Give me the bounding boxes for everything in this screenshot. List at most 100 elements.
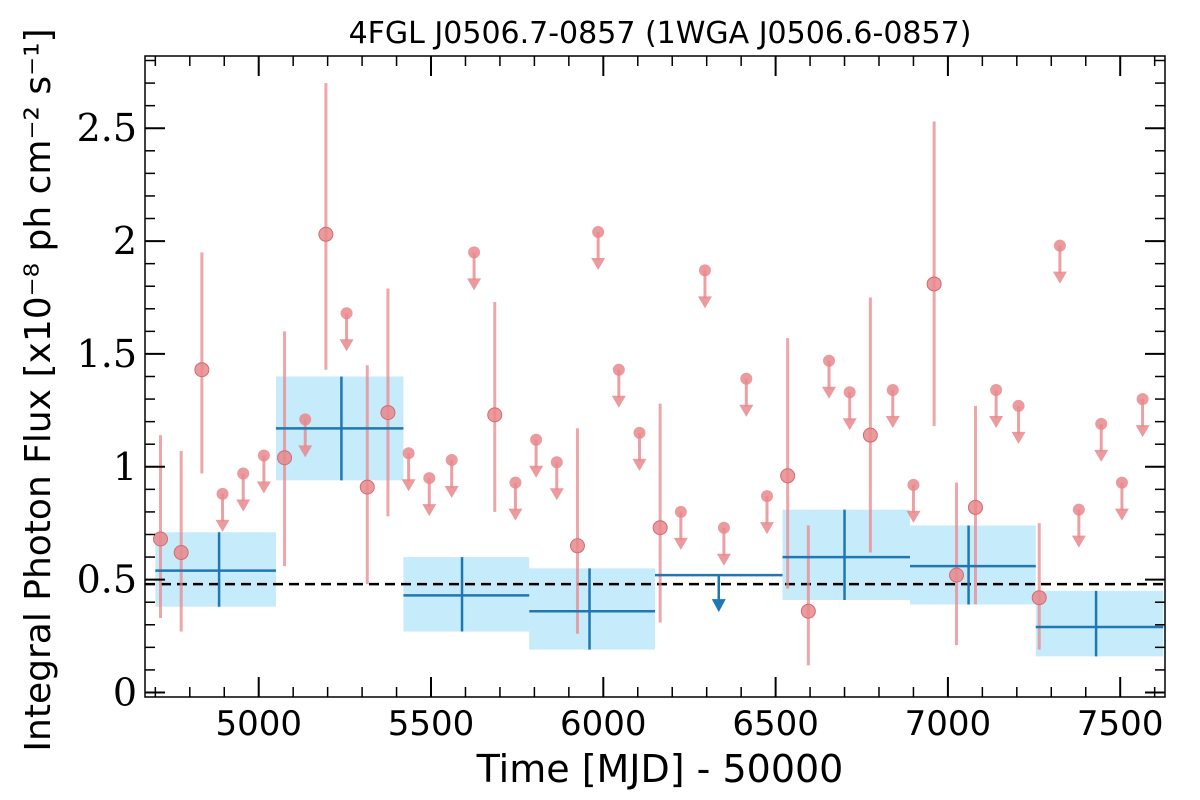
short-bin-upper-limit-arrow <box>1135 425 1150 438</box>
short-bin-upper-limit-arrow <box>215 519 230 532</box>
short-bin-upper-limit-point <box>402 447 415 460</box>
short-bin-upper-limit-arrow <box>759 522 774 535</box>
short-bin-upper-limit-arrow <box>591 258 606 271</box>
short-bin-point <box>173 545 189 561</box>
short-bin-point <box>277 450 293 466</box>
y-axis-label: Integral Photon Flux [x10⁻⁸ ph cm⁻² s⁻¹] <box>18 28 59 751</box>
short-bin-upper-limit-arrow <box>1011 431 1026 444</box>
short-bin-point <box>862 427 878 443</box>
short-bin-upper-limit-point <box>1115 476 1128 489</box>
short-bin-point <box>318 226 334 242</box>
short-bin-upper-limit-arrow <box>1071 535 1086 548</box>
short-bin-upper-limit-point <box>907 478 920 491</box>
short-bin-upper-limit-arrow <box>401 479 416 492</box>
x-tick-label: 5500 <box>388 704 475 744</box>
short-bin-upper-limit-arrow <box>906 510 921 523</box>
short-bin-upper-limit-point <box>1072 503 1085 516</box>
short-bin-upper-limit-arrow <box>339 339 354 352</box>
short-bin-upper-limit-arrow <box>697 296 712 309</box>
long-bin-error-band <box>782 509 910 600</box>
short-bin-point <box>926 276 942 292</box>
short-bin-upper-limit-point <box>423 472 436 485</box>
short-bin-upper-limit-point <box>633 426 646 439</box>
short-bin-upper-limit-point <box>823 354 836 367</box>
long-bin-error-band <box>529 568 655 650</box>
short-bin-point <box>967 499 983 515</box>
long-bin-upper-limit-arrow <box>711 599 726 613</box>
short-bin-upper-limit-point <box>1136 393 1149 406</box>
short-bin-upper-limit-arrow <box>467 278 482 291</box>
short-bin-upper-limit-point <box>698 264 711 277</box>
x-tick-label: 5000 <box>215 704 302 744</box>
short-bin-upper-limit-point <box>257 449 270 462</box>
short-bin-upper-limit-point <box>674 505 687 518</box>
short-bin-upper-limit-arrow <box>673 537 688 550</box>
short-bin-upper-limit-arrow <box>822 386 837 399</box>
short-bin-point <box>359 479 375 495</box>
short-bin-point <box>780 468 796 484</box>
short-bin-upper-limit-point <box>216 487 229 500</box>
short-bin-upper-limit-arrow <box>256 481 271 494</box>
short-bin-upper-limit-point <box>717 521 730 534</box>
short-bin-upper-limit-point <box>509 476 522 489</box>
plot-area: 0 0.5 1 1.5 2 2.5 5000 5500 6000 6500 7000 7500 <box>77 55 1166 744</box>
x-tick-label: 6000 <box>560 704 647 744</box>
short-bin-upper-limit-arrow <box>739 404 754 417</box>
y-tick-label: 1.5 <box>77 332 137 376</box>
short-bin-point <box>569 538 585 554</box>
short-bin-upper-limit-arrow <box>444 486 459 499</box>
short-bin-upper-limit-point <box>1095 417 1108 430</box>
short-bin-upper-limit-point <box>1053 239 1066 252</box>
short-bin-upper-limit-point <box>990 384 1003 397</box>
short-bin-point <box>153 531 169 547</box>
short-bin-point <box>1031 590 1047 606</box>
short-bin-upper-limit-point <box>843 386 856 399</box>
short-bin-point <box>194 362 210 378</box>
short-bin-upper-limit-point <box>550 456 563 469</box>
x-tick-label: 6500 <box>732 704 819 744</box>
chart-title: 4FGL J0506.7-0857 (1WGA J0506.6-0857) <box>349 16 972 51</box>
short-bin-upper-limit-point <box>592 226 605 239</box>
short-bin-point <box>949 567 965 583</box>
long-bin-error-band <box>1035 590 1164 657</box>
short-bin-upper-limit-arrow <box>1052 271 1067 284</box>
short-bin-upper-limit-arrow <box>1094 449 1109 462</box>
short-bin-upper-limit-point <box>340 307 353 320</box>
short-bin-upper-limit-point <box>740 372 753 385</box>
short-bin-point <box>652 520 668 536</box>
short-bin-upper-limit-point <box>299 413 312 426</box>
short-bin-upper-limit-arrow <box>989 416 1004 429</box>
short-bin-point <box>800 603 816 619</box>
short-bin-upper-limit-arrow <box>298 445 313 458</box>
short-bin-upper-limit-arrow <box>716 553 731 566</box>
y-tick-label: 2 <box>113 219 137 263</box>
short-bin-point <box>380 405 396 421</box>
short-bin-upper-limit-arrow <box>611 395 626 408</box>
y-tick-label: 2.5 <box>77 106 137 150</box>
y-tick-label: 1 <box>113 445 137 489</box>
short-bin-upper-limit-arrow <box>1114 508 1129 521</box>
short-bin-upper-limit-point <box>1012 399 1025 412</box>
short-bin-upper-limit-arrow <box>885 416 900 429</box>
x-tick-label: 7000 <box>905 704 992 744</box>
short-bin-upper-limit-arrow <box>842 418 857 431</box>
short-bin-upper-limit-arrow <box>236 499 251 512</box>
short-bin-upper-limit-arrow <box>549 488 564 501</box>
short-bin-upper-limit-point <box>530 433 543 446</box>
x-tick-label: 7500 <box>1077 704 1164 744</box>
short-bin-upper-limit-arrow <box>632 458 647 471</box>
y-tick-label: 0 <box>113 670 137 714</box>
x-axis-label: Time [MJD] - 50000 <box>476 747 844 791</box>
short-bin-upper-limit-arrow <box>422 504 437 517</box>
short-bin-upper-limit-point <box>612 363 625 376</box>
short-bin-upper-limit-point <box>886 384 899 397</box>
short-bin-upper-limit-point <box>237 467 250 480</box>
y-tick-label: 0.5 <box>77 558 137 602</box>
short-bin-upper-limit-arrow <box>529 465 544 478</box>
short-bin-upper-limit-arrow <box>508 508 523 521</box>
short-bin-point <box>487 407 503 423</box>
short-bin-upper-limit-point <box>468 246 481 259</box>
short-bin-upper-limit-point <box>760 490 773 503</box>
short-bin-upper-limit-point <box>445 454 458 467</box>
